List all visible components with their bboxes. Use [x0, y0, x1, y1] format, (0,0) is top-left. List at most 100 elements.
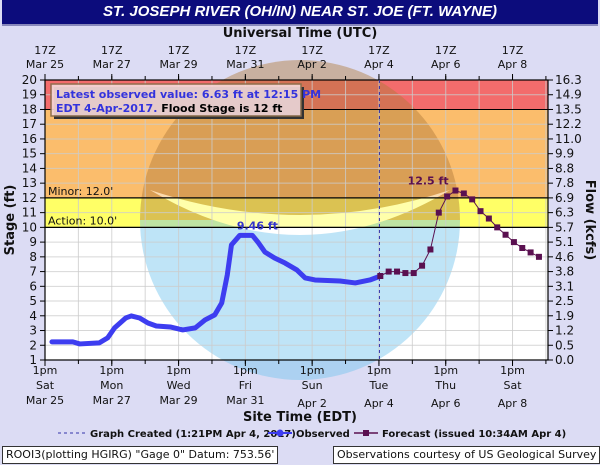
edt-tick-hour: 1pm: [433, 364, 458, 377]
y2-tick-label: 13.5: [555, 102, 582, 116]
bottom-axis-title: Site Time (EDT): [243, 410, 357, 425]
edt-tick-date: Mar 29: [159, 394, 197, 407]
edt-tick-day: Mon: [100, 379, 123, 392]
legend-forecast-label: Forecast (issued 10:34AM Apr 4): [382, 429, 566, 440]
y-tick-label: 18: [22, 102, 37, 116]
forecast-point: [485, 215, 492, 222]
y-tick-label: 3: [29, 324, 37, 338]
edt-tick-day: Sat: [36, 379, 55, 392]
y2-tick-label: 16.3: [555, 73, 582, 87]
utc-tick-date: Apr 6: [431, 58, 461, 71]
y-tick-label: 2: [29, 338, 37, 352]
y2-tick-label: 6.9: [555, 191, 574, 205]
chart-title: ST. JOSEPH RIVER (OH/IN) NEAR ST. JOE (F…: [2, 0, 598, 26]
forecast-point: [502, 231, 509, 238]
utc-tick-hour: 17Z: [435, 44, 457, 57]
info-box: [50, 83, 302, 117]
y2-axis-title: Flow (kcfs): [582, 180, 597, 260]
y-tick-label: 19: [22, 88, 37, 102]
forecast-point: [394, 268, 401, 275]
plot-frame: [44, 79, 549, 361]
forecast-point: [452, 187, 459, 194]
y2-tick-label: 5.7: [555, 220, 574, 234]
y2-tick-label: 6.3: [555, 206, 574, 220]
y-tick-label: 9: [29, 235, 37, 249]
edt-tick-hour: 1pm: [166, 364, 191, 377]
edt-tick-date: Apr 4: [364, 397, 394, 410]
observed-line: [49, 232, 381, 347]
forecast-point: [477, 208, 484, 215]
y2-tick-label: 1.2: [555, 324, 574, 338]
y2-tick-label: 5.1: [555, 235, 574, 249]
legend-forecast-marker: [363, 430, 369, 436]
top-axis-title: Universal Time (UTC): [223, 26, 378, 41]
utc-tick-hour: 17Z: [168, 44, 190, 57]
y2-tick-label: 8.8: [555, 161, 574, 175]
utc-tick-hour: 17Z: [101, 44, 123, 57]
forecast-point: [377, 273, 384, 279]
forecast-point: [402, 270, 409, 277]
forecast-point: [410, 270, 417, 277]
y-tick-label: 5: [29, 294, 37, 308]
utc-tick-date: Apr 8: [498, 58, 528, 71]
edt-tick-hour: 1pm: [99, 364, 124, 377]
forecast-point: [510, 239, 517, 246]
edt-tick-date: Apr 6: [431, 397, 461, 410]
edt-tick-hour: 1pm: [233, 364, 258, 377]
edt-tick-day: Sat: [503, 379, 522, 392]
utc-tick-hour: 17Z: [235, 44, 257, 57]
y-tick-label: 7: [29, 265, 37, 279]
y-tick-label: 16: [22, 132, 37, 146]
threshold-label: Minor: 12.0': [48, 185, 113, 198]
latest-observed-text: Latest observed value: 6.63 ft at 12:15 …: [56, 88, 321, 101]
utc-tick-hour: 17Z: [368, 44, 390, 57]
forecast-point: [494, 224, 501, 231]
y-tick-label: 8: [29, 250, 37, 264]
y2-tick-label: 3.1: [555, 279, 574, 293]
forecast-point: [419, 262, 426, 269]
legend-observed-label: Observed: [296, 429, 350, 440]
forecast-point: [469, 196, 476, 203]
edt-tick-hour: 1pm: [33, 364, 58, 377]
utc-tick-date: Apr 4: [364, 58, 394, 71]
utc-tick-date: Mar 27: [93, 58, 131, 71]
y-tick-label: 10: [22, 220, 37, 234]
y2-tick-label: 4.6: [555, 250, 574, 264]
y-tick-label: 17: [22, 117, 37, 131]
threshold-label: Action: 10.0': [48, 214, 117, 227]
edt-tick-hour: 1pm: [500, 364, 525, 377]
forecast-point: [385, 268, 392, 275]
legend-graph-created-label: Graph Created (1:21PM Apr 4, 2017): [90, 429, 296, 440]
utc-tick-hour: 17Z: [502, 44, 524, 57]
y-tick-label: 6: [29, 279, 37, 293]
y-tick-label: 12: [22, 191, 37, 205]
edt-tick-day: Tue: [369, 379, 389, 392]
y2-tick-label: 2.5: [555, 294, 574, 308]
flood-stage-text: EDT 4-Apr-2017. Flood Stage is 12 ft: [56, 102, 282, 115]
edt-tick-day: Sun: [302, 379, 323, 392]
edt-tick-hour: 1pm: [300, 364, 325, 377]
forecast-point: [527, 249, 534, 256]
y2-tick-label: 11.0: [555, 132, 582, 146]
utc-tick-date: Mar 29: [159, 58, 197, 71]
y-tick-label: 1: [29, 353, 37, 367]
y-tick-label: 14: [22, 161, 37, 175]
edt-tick-date: Apr 8: [498, 397, 528, 410]
y2-tick-label: 1.9: [555, 309, 574, 323]
y2-tick-label: 12.2: [555, 117, 582, 131]
edt-tick-hour: 1pm: [367, 364, 392, 377]
utc-tick-date: Mar 25: [26, 58, 64, 71]
forecast-point: [535, 253, 542, 260]
utc-tick-hour: 17Z: [34, 44, 56, 57]
y-tick-label: 11: [22, 206, 37, 220]
forecast-point: [444, 193, 451, 200]
edt-tick-day: Fri: [239, 379, 252, 392]
edt-tick-date: Apr 2: [297, 397, 327, 410]
forecast-point: [427, 246, 434, 253]
utc-tick-date: Mar 31: [226, 58, 264, 71]
peak-label: 12.5 ft: [408, 175, 449, 188]
y-tick-label: 20: [22, 73, 37, 87]
gage-datum-box: ROOI3(plotting HGIRG) "Gage 0" Datum: 75…: [2, 446, 279, 464]
y2-tick-label: 7.8: [555, 176, 574, 190]
